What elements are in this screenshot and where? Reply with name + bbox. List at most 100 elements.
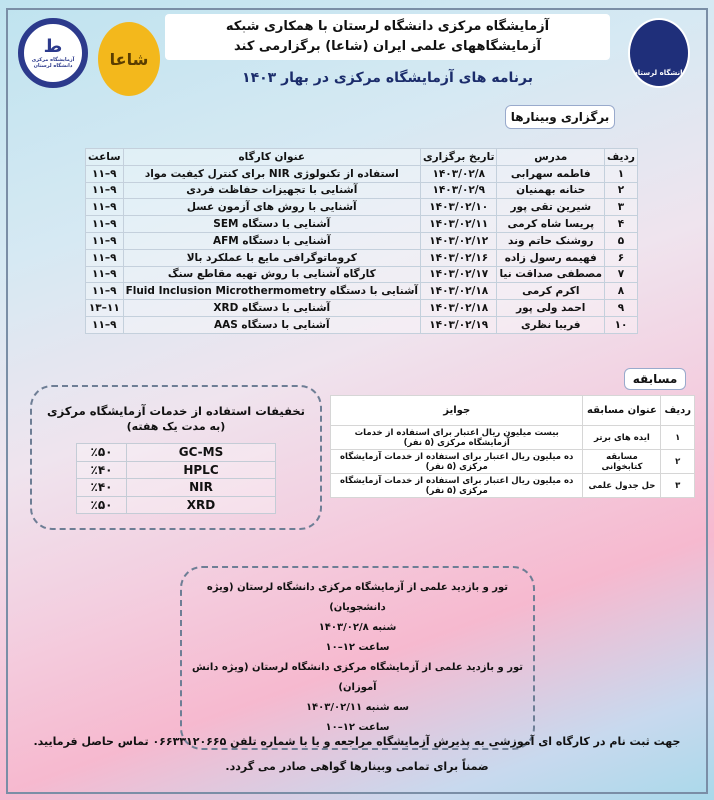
logo-mark-icon: ﻁ	[43, 36, 63, 57]
university-logo: دانشگاه لرستان	[628, 18, 690, 88]
cell-instrument: GC-MS	[126, 443, 276, 462]
table-row: ۴ پریسا شاه کرمی ۱۴۰۳/۰۲/۱۱ آشنایی با دستگا…	[85, 215, 638, 233]
table-row: ۱ فاطمه سهرابی ۱۴۰۳/۰۲/۸ استفاده از تکنولوژ…	[85, 164, 638, 183]
competition-section-tag: مسابقه	[624, 368, 686, 390]
shaa-logo: شاعا	[98, 22, 160, 96]
cell-workshop-title: آشنایی با روش های آزمون عسل	[122, 198, 422, 217]
table-row: XRD ٪۵۰	[76, 495, 276, 514]
table-row: ۳ شیرین تقی پور ۱۴۰۳/۰۲/۱۰ آشنایی با روش ها…	[85, 198, 638, 217]
central-lab-logo: ﻁ آزمایشگاه مرکزی دانشگاه لرستان	[18, 18, 88, 88]
header-title-box: آزمایشگاه مرکزی دانشگاه لرستان با همکاری…	[165, 14, 610, 60]
cell-instrument: XRD	[126, 495, 276, 514]
cell-workshop-title: آشنایی با دستگاه Fluid Inclusion Microth…	[122, 282, 422, 301]
cell-instructor: پریسا شاه کرمی	[496, 215, 606, 233]
header-workshop-title: عنوان کارگاه	[122, 148, 422, 166]
cell-date: ۱۴۰۳/۰۲/۱۶	[419, 248, 498, 267]
cell-instrument: NIR	[126, 478, 276, 497]
tour-line: سه شنبه ۱۴۰۳/۰۲/۱۱	[305, 702, 410, 713]
cell-time: ۹–۱۱	[85, 248, 124, 267]
cell-prize: بیست میلیون ریال اعتبار برای استفاده از …	[329, 425, 584, 450]
cell-instructor: حنانه بهمنیان	[496, 181, 606, 200]
cell-time: ۹–۱۱	[85, 231, 124, 250]
webinars-section-tag: برگزاری وبینارها	[505, 105, 615, 129]
cell-competition-title: حل جدول علمی	[582, 473, 662, 498]
table-row: ۵ روشنک حاتم وند ۱۴۰۳/۰۲/۱۲ آشنایی با دستگا…	[85, 231, 638, 250]
cell-discount: ٪۴۰	[76, 478, 127, 497]
cell-workshop-title: کارگاه آشنایی با روش تهیه مقاطع سنگ	[122, 265, 422, 284]
poster-frame	[6, 8, 708, 794]
table-row: ۷ مصطفی صداقت نیا ۱۴۰۳/۰۲/۱۷ کارگاه آشنایی …	[85, 265, 638, 284]
header-time: ساعت	[85, 148, 124, 166]
cell-instructor: فریبا نظری	[496, 315, 606, 334]
cell-time: ۱۱–۱۳	[85, 299, 124, 317]
discounts-box: تخفیفات استفاده از خدمات آزمایشگاه مرکزی…	[30, 385, 322, 530]
cell-row-number: ۴	[604, 215, 638, 233]
table-row: NIR ٪۴۰	[76, 478, 276, 497]
competition-table: ردیف عنوان مسابقه جوایز ۱ ایده های برتر بیست …	[329, 395, 695, 498]
cell-workshop-title: آشنایی با دستگاه SEM	[122, 215, 422, 233]
cell-row-number: ۷	[604, 265, 638, 284]
header-row-number: ردیف	[604, 148, 638, 166]
header-line-1: آزمایشگاه مرکزی دانشگاه لرستان با همکاری…	[225, 19, 550, 34]
cell-row-number: ۳	[604, 198, 638, 217]
cell-time: ۹–۱۱	[85, 265, 124, 284]
table-row: GC-MS ٪۵۰	[76, 443, 276, 462]
cell-workshop-title: آشنایی با تجهیزات حفاظت فردی	[122, 181, 422, 200]
cell-row-number: ۳	[660, 473, 695, 498]
cell-time: ۹–۱۱	[85, 181, 124, 200]
cell-prize: ده میلیون ریال اعتبار برای استفاده از خد…	[329, 473, 584, 498]
tours-box: تور و بازدید علمی از آزمایشگاه مرکزی دان…	[180, 566, 535, 750]
cell-time: ۹–۱۱	[85, 215, 124, 233]
cell-workshop-title: آشنایی با دستگاه XRD	[122, 299, 422, 317]
cell-workshop-title: آشنایی با دستگاه AFM	[122, 231, 422, 250]
cell-date: ۱۴۰۳/۰۲/۱۲	[419, 231, 498, 250]
cell-row-number: ۵	[604, 231, 638, 250]
table-row: ۱۰ فریبا نظری ۱۴۰۳/۰۲/۱۹ آشنایی با دستگاه A…	[85, 315, 638, 334]
cell-time: ۹–۱۱	[85, 164, 124, 183]
cell-row-number: ۲	[604, 181, 638, 200]
cell-prize: ده میلیون ریال اعتبار برای استفاده از خد…	[329, 449, 584, 474]
cell-discount: ٪۴۰	[76, 460, 127, 479]
webinars-table: ردیف مدرس تاریخ برگزاری عنوان کارگاه ساعت ۱ فا…	[85, 148, 638, 334]
footer-note: جهت ثبت نام در کارگاه ای آموزشی به پذیرش…	[14, 732, 700, 782]
cell-instructor: فهیمه رسول زاده	[496, 248, 606, 267]
cell-instructor: مصطفی صداقت نیا	[496, 265, 606, 284]
cell-date: ۱۴۰۳/۰۲/۱۸	[419, 299, 498, 317]
table-row: ۶ فهیمه رسول زاده ۱۴۰۳/۰۲/۱۶ کروماتوگرافی م…	[85, 248, 638, 267]
discounts-subtitle: (به مدت یک هفته)	[126, 420, 226, 433]
cell-discount: ٪۵۰	[76, 443, 127, 462]
cell-date: ۱۴۰۳/۰۲/۱۱	[419, 215, 498, 233]
header-prize: جوایز	[329, 395, 584, 426]
cell-row-number: ۲	[660, 449, 695, 474]
cell-date: ۱۴۰۳/۰۲/۱۹	[419, 315, 498, 334]
cell-workshop-title: آشنایی با دستگاه AAS	[122, 315, 422, 334]
table-row: ۸ اکرم کرمی ۱۴۰۳/۰۲/۱۸ آشنایی با دستگاه Flu…	[85, 282, 638, 301]
header-line-2: آزمایشگاههای علمی ایران (شاعا) برگزارمی …	[234, 39, 541, 54]
tour-line: ساعت ۱۲–۱۰	[325, 722, 390, 733]
cell-date: ۱۴۰۳/۰۲/۹	[419, 181, 498, 200]
table-row: ۲ مسابقه کتابخوانی ده میلیون ریال اعتبار ب…	[329, 449, 695, 474]
cell-discount: ٪۵۰	[76, 495, 127, 514]
cell-workshop-title: استفاده از تکنولوژی NIR برای کنترل کیفیت…	[122, 164, 422, 183]
cell-time: ۹–۱۱	[85, 315, 124, 334]
footer-registration-text: جهت ثبت نام در کارگاه ای آموزشی به پذیرش…	[33, 735, 681, 748]
cell-instructor: اکرم کرمی	[496, 282, 606, 301]
discounts-table: GC-MS ٪۵۰ HPLC ٪۴۰ NIR ٪۴۰ XRD ٪۵۰	[76, 443, 276, 514]
table-row: ۳ حل جدول علمی ده میلیون ریال اعتبار برای …	[329, 473, 695, 498]
tour-line: تور و بازدید علمی از آزمایشگاه مرکزی دان…	[206, 582, 509, 613]
cell-row-number: ۱۰	[604, 315, 638, 334]
cell-row-number: ۱	[660, 425, 695, 450]
header-row-number: ردیف	[660, 395, 695, 426]
cell-row-number: ۱	[604, 164, 638, 183]
cell-time: ۹–۱۱	[85, 282, 124, 301]
cell-workshop-title: کروماتوگرافی مایع با عملکرد بالا	[122, 248, 422, 267]
cell-instructor: روشنک حاتم وند	[496, 231, 606, 250]
table-row: ۱ ایده های برتر بیست میلیون ریال اعتبار بر…	[329, 425, 695, 450]
table-row: ۲ حنانه بهمنیان ۱۴۰۳/۰۲/۹ آشنایی با تجهیزات…	[85, 181, 638, 200]
cell-row-number: ۹	[604, 299, 638, 317]
page-subtitle: برنامه های آزمایشگاه مرکزی در بهار ۱۴۰۳	[242, 70, 533, 86]
tour-line: شنبه ۱۴۰۳/۰۲/۸	[318, 622, 397, 633]
cell-competition-title: مسابقه کتابخوانی	[582, 449, 662, 474]
cell-instructor: احمد ولی پور	[496, 299, 606, 317]
logo-text: شاعا	[109, 49, 149, 69]
